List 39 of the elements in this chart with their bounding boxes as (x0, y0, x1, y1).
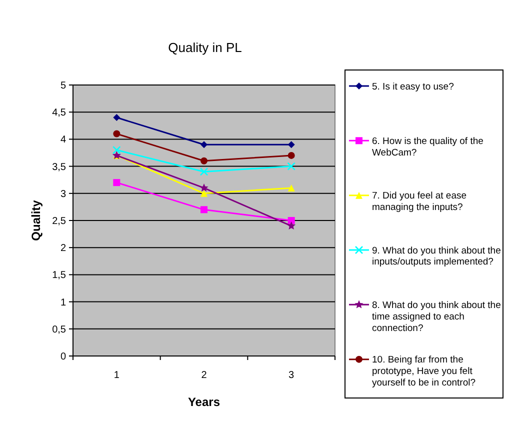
y-tick-label: 1 (60, 297, 66, 308)
point (113, 130, 120, 138)
point (288, 152, 295, 159)
y-tick-label: 4,5 (52, 108, 66, 119)
point (112, 146, 121, 154)
y-axis-title: Quality (29, 200, 43, 241)
x-tick-label: 1 (114, 370, 120, 381)
point (288, 184, 295, 192)
point (200, 206, 208, 214)
point (200, 141, 208, 148)
legend-label: 5. Is it easy to use? (372, 81, 454, 92)
chart-title: Quality in PL (168, 40, 242, 55)
point (287, 221, 296, 230)
point (200, 190, 208, 197)
point (113, 179, 120, 186)
legend-label: 6. How is the quality of the WebCam? (372, 136, 484, 158)
point (200, 183, 208, 192)
point (287, 162, 296, 170)
y-tick-label: 4 (60, 134, 66, 146)
y-tick-label: 5 (60, 80, 66, 92)
point (288, 217, 295, 224)
point (200, 168, 208, 176)
legend-label: 10. Being far from the prototype, Have you felt yourself to be in control? (372, 354, 476, 388)
y-tick-label: 3,5 (52, 162, 66, 173)
legend-label: 7. Did you feel at ease managing the inputs? (372, 190, 467, 214)
y-tick-label: 2,5 (52, 216, 66, 227)
y-tick-label: 1,5 (52, 270, 66, 282)
x-axis-title: Years (188, 395, 220, 409)
point (113, 114, 120, 122)
legend-label: 9. What do you think about the inputs/outputs implemented? (372, 245, 501, 268)
y-tick-label: 0 (60, 352, 66, 362)
legend-label: 8. What do you think about the time assigned to each connection? (372, 300, 501, 334)
y-tick-label: 3 (60, 188, 66, 200)
x-tick-label: 2 (201, 370, 208, 381)
point (200, 157, 208, 164)
x-tick-label: 3 (288, 370, 295, 381)
y-tick-label: 2 (60, 243, 66, 254)
point (288, 141, 295, 148)
y-tick-label: 0,5 (52, 324, 66, 336)
